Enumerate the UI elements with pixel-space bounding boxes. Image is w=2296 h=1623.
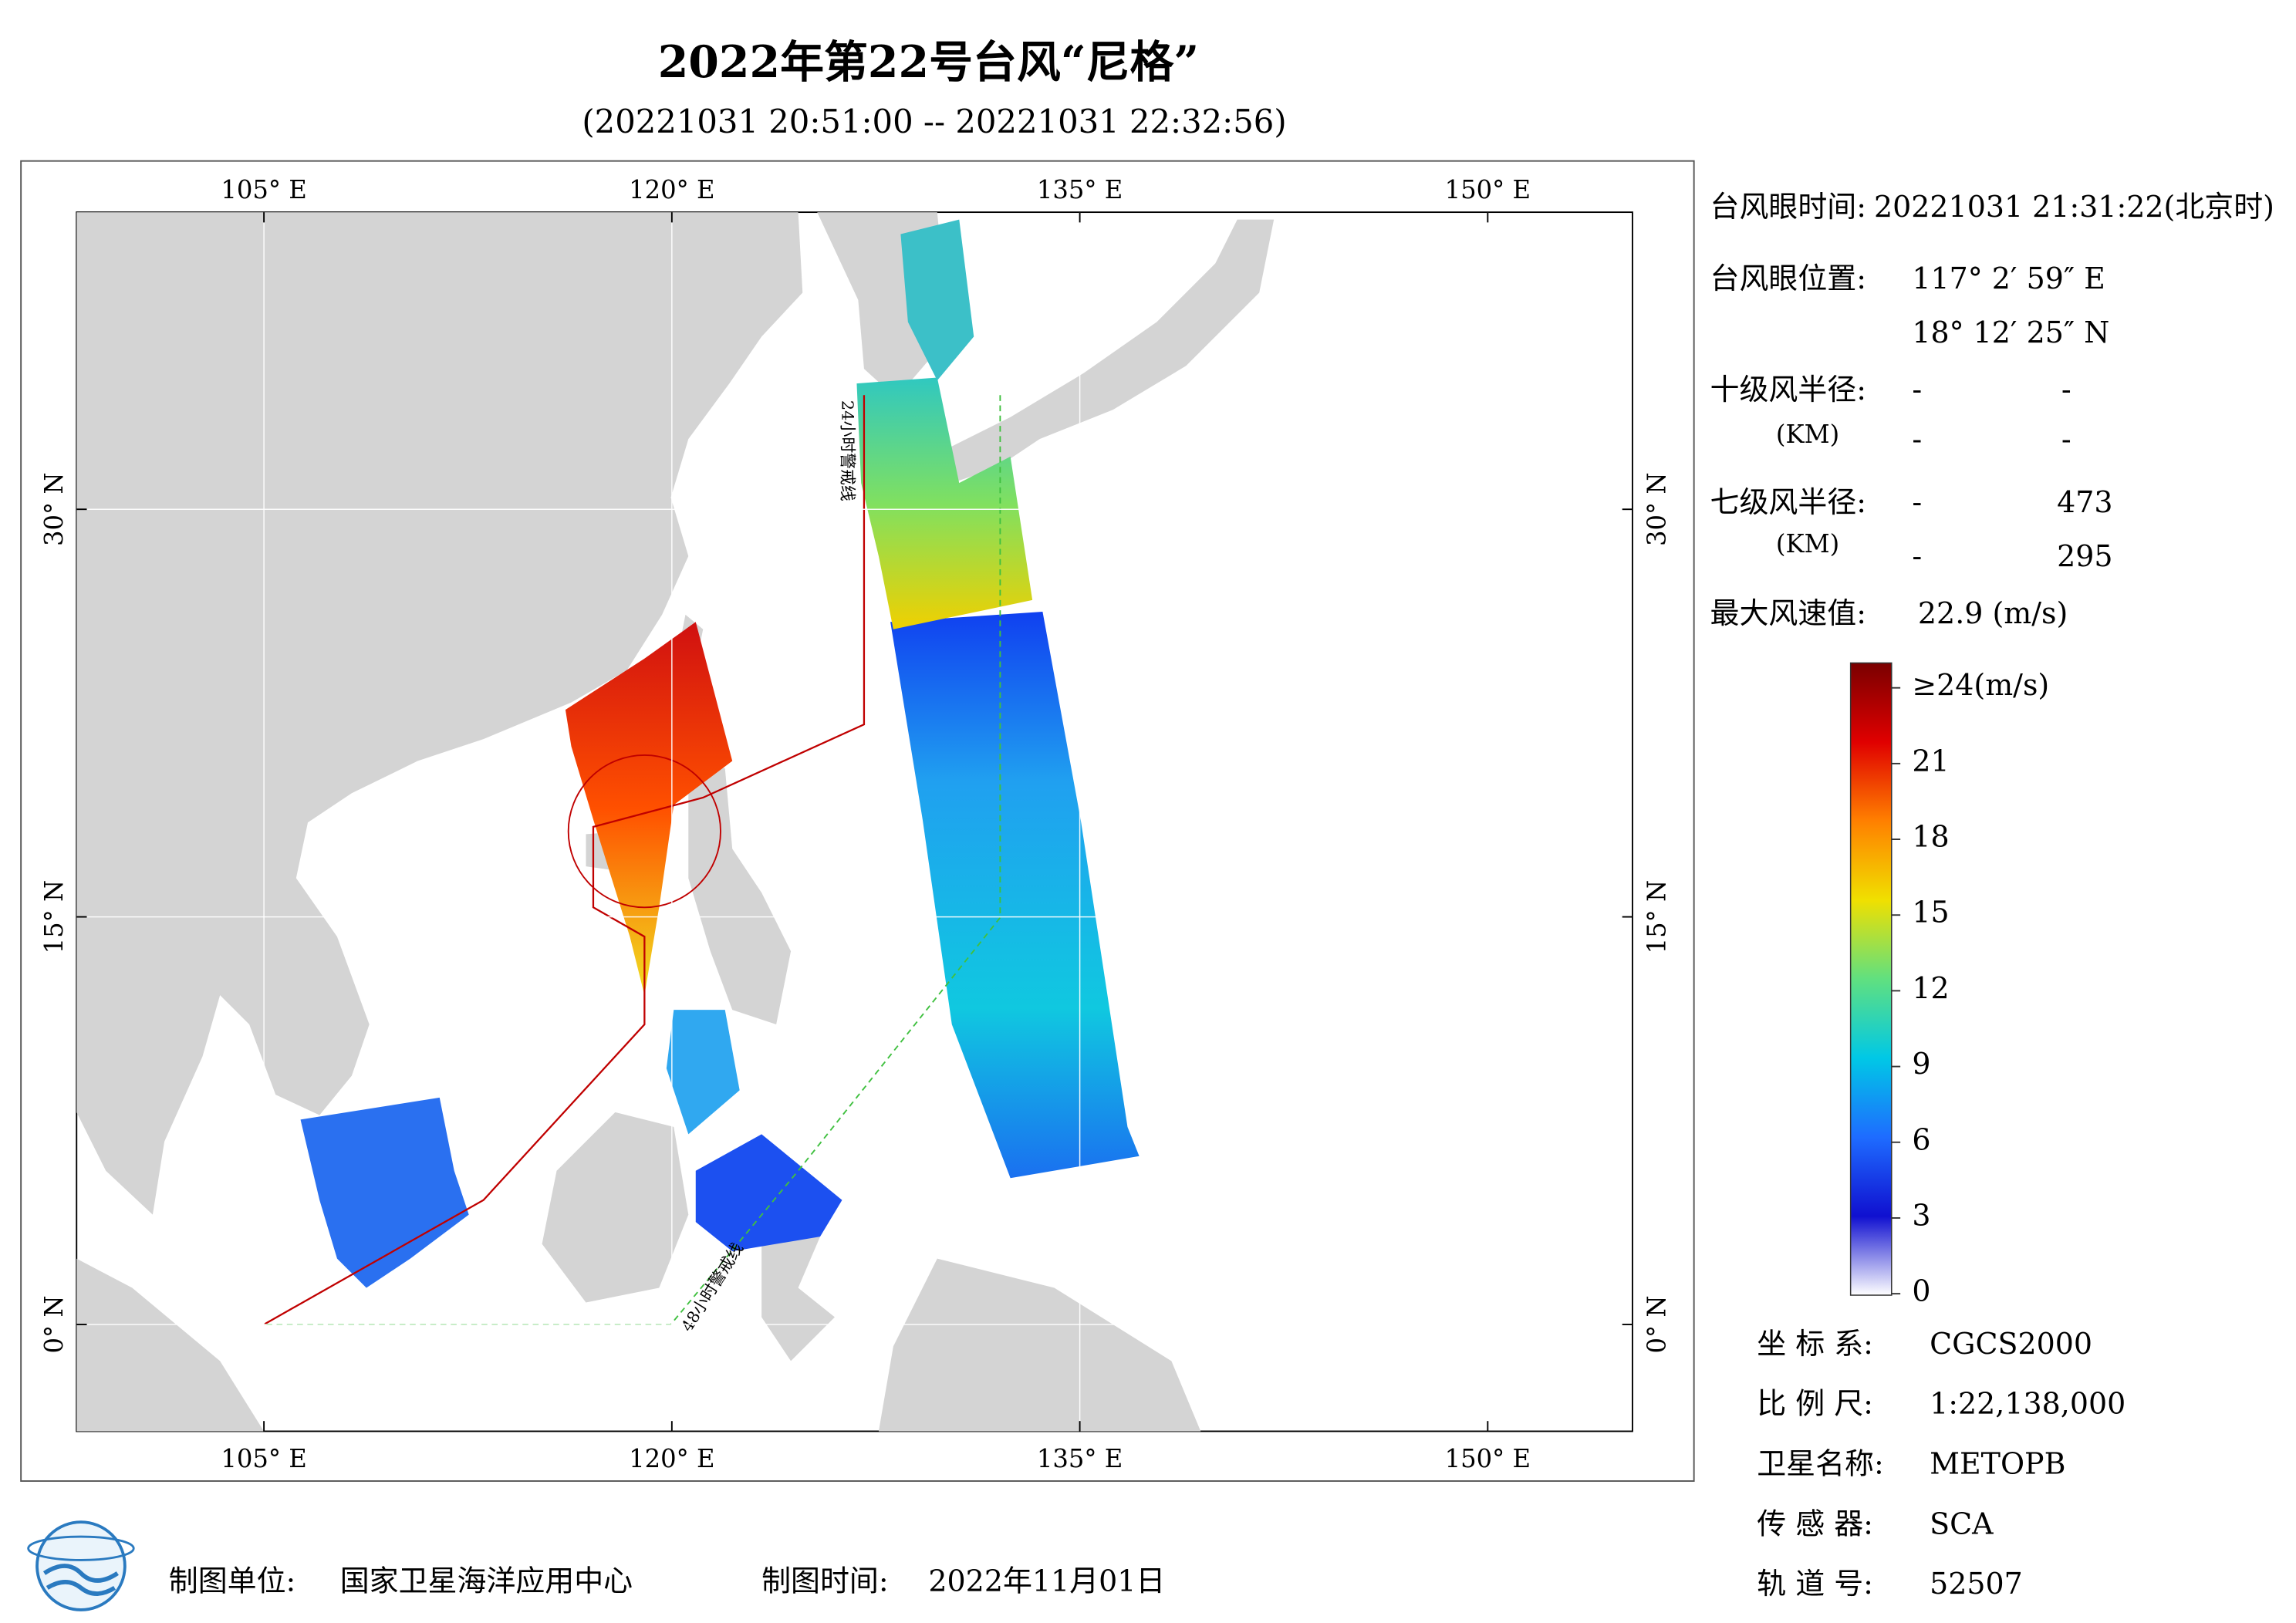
info-label: 最大风速值: (1710, 596, 1866, 630)
info-value: 295 (2057, 539, 2112, 573)
lat-label: 0° N (39, 1295, 69, 1353)
info-label: 十级风半径: (1710, 373, 1866, 407)
lat-label: 15° N (1643, 880, 1672, 954)
footer-value: 国家卫星海洋应用中心 (340, 1564, 633, 1598)
info-value: 473 (2057, 485, 2112, 519)
meta-label: 轨 道 号: (1757, 1567, 1873, 1601)
land (76, 212, 1275, 1432)
colorbar-label: 18 (1912, 820, 1949, 854)
meta-value: METOPB (1930, 1446, 2065, 1480)
asia-mainland (76, 212, 803, 1215)
info-unit: (KM) (1776, 420, 1839, 449)
japan (937, 219, 1275, 484)
swath-west (565, 622, 733, 996)
lat-label: 30° N (39, 472, 69, 546)
info-value: - (2061, 373, 2071, 407)
colorbar-label: 15 (1912, 896, 1949, 930)
meta-label: 卫星名称: (1757, 1446, 1884, 1480)
footer-label: 制图单位: (169, 1564, 296, 1598)
lon-label: 120° E (629, 1444, 714, 1473)
info-label: 台风眼时间: (1710, 190, 1866, 224)
info-value: - (1912, 422, 1922, 456)
colorbar-label: ≥24(m/s) (1912, 668, 2049, 702)
lon-label: 150° E (1445, 175, 1531, 204)
meta-label: 比 例 尺: (1757, 1387, 1873, 1421)
meta-value: 52507 (1930, 1567, 2023, 1601)
info-value: 18° 12′ 25″ N (1912, 315, 2109, 349)
new-guinea (878, 1258, 1201, 1432)
sulawesi (761, 1237, 835, 1361)
borneo (542, 1112, 689, 1303)
meta-panel: 坐 标 系: CGCS2000 比 例 尺: 1:22,138,000 卫星名称: MET… (1757, 1327, 2125, 1601)
swath-palawan (666, 1010, 740, 1135)
info-value: 22.9 (m/s) (1918, 596, 2068, 630)
swath-sulu (695, 1134, 842, 1252)
meta-value: 1:22,138,000 (1930, 1387, 2125, 1421)
map-border (20, 160, 1695, 1482)
footer-value: 2022年11月01日 (928, 1564, 1165, 1598)
typhoon-eye-circle (567, 754, 721, 909)
sumatra (76, 1258, 265, 1432)
info-value: - (2061, 422, 2071, 456)
subtitle: (20221031 20:51:00 -- 20221031 22:32:56) (582, 103, 1286, 140)
lon-label: 120° E (629, 175, 714, 204)
warning-line-24h (263, 395, 866, 1325)
wind-swaths (300, 219, 1140, 1288)
graticule: 105° E 105° E 120° E 120° E 135° E 135° E 150°… (39, 175, 1671, 1473)
info-unit: (KM) (1776, 529, 1839, 558)
meta-label: 坐 标 系: (1757, 1327, 1873, 1361)
meta-value: SCA (1930, 1507, 1994, 1540)
info-panel: 台风眼时间: 20221031 21:31:22(北京时) 台风眼位置: 117… (1710, 190, 2274, 630)
colorbar-label: 9 (1912, 1047, 1930, 1081)
colorbar-label: 21 (1912, 744, 1949, 778)
lon-label: 105° E (221, 1444, 306, 1473)
footer-label: 制图时间: (761, 1564, 889, 1598)
info-label: 七级风半径: (1710, 485, 1866, 519)
meta-label: 传 感 器: (1757, 1507, 1873, 1540)
info-label: 台风眼位置: (1710, 262, 1866, 295)
lon-label: 105° E (221, 175, 306, 204)
info-value: - (1912, 485, 1922, 519)
info-value: - (1912, 539, 1922, 573)
lat-label: 30° N (1643, 472, 1672, 546)
philippines (688, 761, 792, 1025)
swath-north (856, 377, 1033, 629)
info-value: 20221031 21:31:22(北京时) (1874, 190, 2274, 224)
lon-label: 150° E (1445, 1444, 1531, 1473)
colorbar-ticks: ≥24(m/s) 21 18 15 12 9 6 3 0 (1891, 668, 2049, 1308)
lon-label: 135° E (1037, 1444, 1123, 1473)
colorbar-label: 6 (1912, 1122, 1930, 1156)
colorbar (1849, 662, 1893, 1296)
title: 2022年第22号台风“尼格” (658, 37, 1199, 88)
colorbar-label: 0 (1912, 1274, 1930, 1308)
logo (27, 1520, 135, 1611)
lat-label: 0° N (1643, 1295, 1672, 1353)
swath-korea (900, 219, 974, 381)
colorbar-label: 3 (1912, 1198, 1930, 1232)
lat-label: 15° N (39, 880, 69, 954)
colorbar-label: 12 (1912, 971, 1949, 1005)
info-value: - (1912, 373, 1922, 407)
meta-value: CGCS2000 (1930, 1327, 2092, 1361)
swath-south-china-sea (300, 1097, 469, 1288)
swath-east (890, 612, 1140, 1179)
warning-label-24h: 24小时警戒线 (839, 400, 857, 501)
lon-label: 135° E (1037, 175, 1123, 204)
info-value: 117° 2′ 59″ E (1912, 262, 2105, 295)
